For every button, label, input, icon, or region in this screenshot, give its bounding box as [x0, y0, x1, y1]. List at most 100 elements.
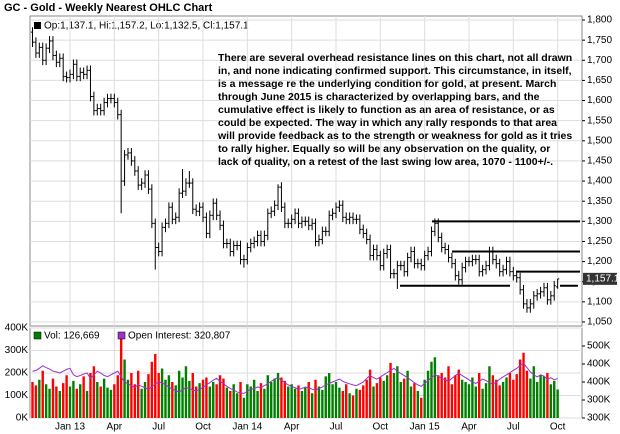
volume-bar [116, 375, 119, 418]
y2-tick-label: 300K [587, 395, 611, 406]
y-tick-label: 1,500 [587, 135, 612, 146]
volume-bar [137, 370, 140, 418]
price-header: Op:1,137.1, Hi:1,157.2, Lo:1,132.5, Cl:1… [44, 21, 249, 32]
volume-bar [300, 391, 304, 418]
x-tick-label: Jul [507, 422, 520, 433]
volume-bar [34, 385, 38, 418]
volume-bar [409, 386, 413, 418]
volume-bar [246, 384, 249, 418]
volume-bar [317, 386, 321, 418]
volume-bar [177, 370, 181, 418]
volume-bar [31, 382, 34, 418]
volume-bar [450, 384, 454, 418]
volume-bar [126, 379, 130, 418]
volume-bar [72, 380, 75, 418]
volume-bar [82, 376, 85, 418]
volume-bar [41, 370, 44, 418]
legend-label: Vol: 126,669 [44, 331, 100, 342]
y-tick-label: 0K [16, 413, 29, 424]
volume-bar [123, 359, 126, 418]
volume-bar [488, 366, 491, 418]
y-tick-label: 1,250 [587, 236, 612, 247]
volume-bar [454, 375, 457, 418]
annotation-line: There are several overhead resistance li… [218, 52, 572, 64]
y-tick-label: 300K [5, 345, 29, 356]
volume-bar [556, 389, 559, 418]
volume-bar [447, 366, 450, 418]
volume-bar [535, 382, 539, 418]
volume-bar [375, 383, 379, 418]
volume-bar [457, 369, 460, 418]
y-tick-label: 1,050 [587, 317, 612, 328]
x-tick-label: Apr [107, 422, 123, 433]
volume-bar [362, 385, 365, 418]
volume-bar [443, 377, 447, 418]
y-tick-label: 1,700 [587, 55, 612, 66]
legend-label: Open Interest: 320,807 [128, 331, 231, 342]
volume-bar [532, 366, 535, 418]
volume-bar [79, 384, 82, 418]
x-tick-label: Jan 13 [55, 422, 85, 433]
volume-bar [481, 388, 484, 418]
volume-bar [324, 376, 327, 418]
volume-bar [464, 382, 467, 418]
annotation-line: to rally higher. Equally so will be any … [218, 143, 550, 155]
volume-bar [406, 370, 409, 418]
volume-bar [396, 366, 399, 418]
y-tick-label: 200K [5, 368, 29, 379]
volume-bar [96, 382, 99, 418]
y-tick-label: 1,600 [587, 95, 612, 106]
x-tick-label: Jul [152, 422, 165, 433]
x-tick-label: Oct [373, 422, 389, 433]
annotation-line: could be expected. The way in which any … [218, 117, 557, 129]
volume-bar [508, 373, 512, 418]
volume-bar [99, 386, 102, 418]
volume-bar [55, 386, 58, 418]
volume-bar [167, 375, 171, 418]
volume-bar [440, 373, 443, 418]
y-tick-label: 1,400 [587, 176, 612, 187]
volume-bar [546, 373, 549, 418]
y-tick-label: 1,750 [587, 35, 612, 46]
y-tick-label: 1,800 [587, 15, 612, 26]
volume-bar [212, 382, 215, 418]
volume-bar [498, 385, 501, 418]
volume-bar [413, 383, 416, 418]
annotation-line: lack of quality, on a retest of the last… [218, 156, 553, 168]
volume-bar [154, 353, 157, 418]
y2-tick-label: 400K [587, 359, 611, 370]
volume-bar [495, 379, 498, 418]
volume-bar [416, 391, 420, 418]
legend-swatch [34, 22, 41, 29]
volume-bar [266, 375, 269, 418]
volume-bar [368, 369, 372, 418]
volume-bar [515, 374, 518, 418]
volume-bar [542, 376, 546, 418]
volume-bar [334, 382, 338, 418]
volume-bar [48, 388, 51, 418]
volume-bar [372, 386, 375, 418]
volume-bar [379, 377, 382, 418]
volume-bar [460, 379, 464, 418]
volume-bar [119, 332, 123, 418]
volume-bar [164, 379, 167, 418]
volume-bar [433, 357, 437, 418]
y2-tick-label: 500K [587, 341, 611, 352]
volume-bar [501, 382, 505, 418]
legend-swatch [117, 331, 126, 340]
y-tick-label: 1,200 [587, 256, 612, 267]
volume-bar [106, 387, 109, 418]
volume-bar [160, 368, 164, 418]
volume-bar [242, 397, 246, 418]
volume-bar [518, 359, 522, 418]
volume-bar [188, 380, 191, 418]
volume-bar [51, 378, 55, 418]
volume-bar [382, 380, 385, 418]
volume-bar [426, 370, 430, 418]
volume-bar [181, 377, 184, 418]
volume-bar [392, 373, 396, 418]
volume-bar [549, 384, 553, 418]
volume-bar [351, 395, 355, 418]
y-tick-label: 400K [5, 323, 29, 334]
volume-bar [171, 382, 174, 418]
